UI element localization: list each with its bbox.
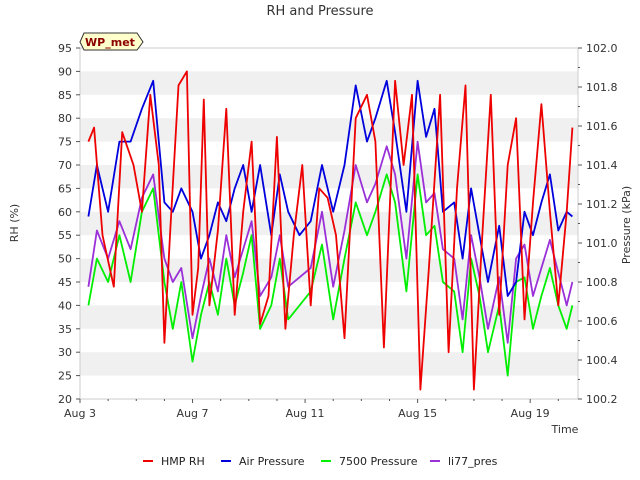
left-tick-label: 85 [58, 89, 72, 102]
series-layer [87, 70, 574, 391]
x-tick-label: Aug 11 [286, 407, 325, 420]
right-tick-label: 102.0 [586, 42, 618, 55]
left-tick-label: 65 [58, 182, 72, 195]
right-axis-label: Pressure (kPa) [620, 186, 633, 264]
x-tick-label: Aug 15 [398, 407, 437, 420]
series-line-li77-pres [87, 140, 574, 344]
right-tick-label: 100.2 [586, 393, 618, 406]
series-line-air-pressure [87, 79, 573, 297]
left-tick-label: 20 [58, 393, 72, 406]
left-tick-label: 45 [58, 276, 72, 289]
right-tick-label: 101.4 [586, 159, 618, 172]
badge-shape [79, 32, 144, 51]
chart-title: RH and Pressure [266, 4, 373, 19]
left-axis: 20 25 30 35 40 45 50 55 60 65 70 75 80 85 90 95 [58, 42, 80, 406]
badge-label: WP_met [85, 36, 135, 49]
left-tick-label: 95 [58, 42, 72, 55]
wp-met-badge: WP_met [79, 32, 144, 51]
grid-band [80, 71, 578, 95]
left-tick-label: 30 [58, 346, 72, 359]
legend-label: 7500 Pressure [339, 455, 418, 468]
left-axis-label: RH (%) [8, 204, 21, 242]
left-tick-label: 60 [58, 206, 72, 219]
grid-band [80, 352, 578, 376]
right-tick-label: 100.8 [586, 276, 618, 289]
x-tick-label: Aug 19 [511, 407, 550, 420]
right-tick-label: 101.0 [586, 237, 618, 250]
left-tick-label: 80 [58, 112, 72, 125]
left-tick-label: 25 [58, 370, 72, 383]
x-tick-label: Aug 3 [64, 407, 96, 420]
legend-label: Air Pressure [239, 455, 305, 468]
right-tick-label: 101.2 [586, 198, 618, 211]
right-tick-label: 101.8 [586, 81, 618, 94]
left-tick-label: 90 [58, 65, 72, 78]
left-tick-label: 35 [58, 323, 72, 336]
legend-label: li77_pres [448, 455, 498, 468]
left-tick-label: 50 [58, 253, 72, 266]
right-tick-label: 100.4 [586, 354, 618, 367]
grid-band [80, 305, 578, 329]
right-tick-label: 101.6 [586, 120, 618, 133]
grid-band [80, 165, 578, 189]
x-axis: Aug 3 Aug 7 Aug 11 Aug 15 Aug 19 [64, 399, 559, 420]
legend-label: HMP RH [161, 455, 205, 468]
right-tick-label: 100.6 [586, 315, 618, 328]
series-line-7500-pressure [87, 173, 574, 377]
left-tick-label: 55 [58, 229, 72, 242]
x-tick-label: Aug 7 [177, 407, 209, 420]
x-axis-label: Time [551, 423, 579, 436]
series-line-hmp-rh [87, 70, 574, 391]
grid-band [80, 211, 578, 236]
legend: HMP RH Air Pressure 7500 Pressure li77_pres [143, 455, 498, 468]
right-axis: 100.2 100.4 100.6 100.8 101.0 101.2 101.4 101.6… [578, 42, 618, 406]
left-tick-label: 75 [58, 136, 72, 149]
left-tick-label: 40 [58, 299, 72, 312]
left-tick-label: 70 [58, 159, 72, 172]
